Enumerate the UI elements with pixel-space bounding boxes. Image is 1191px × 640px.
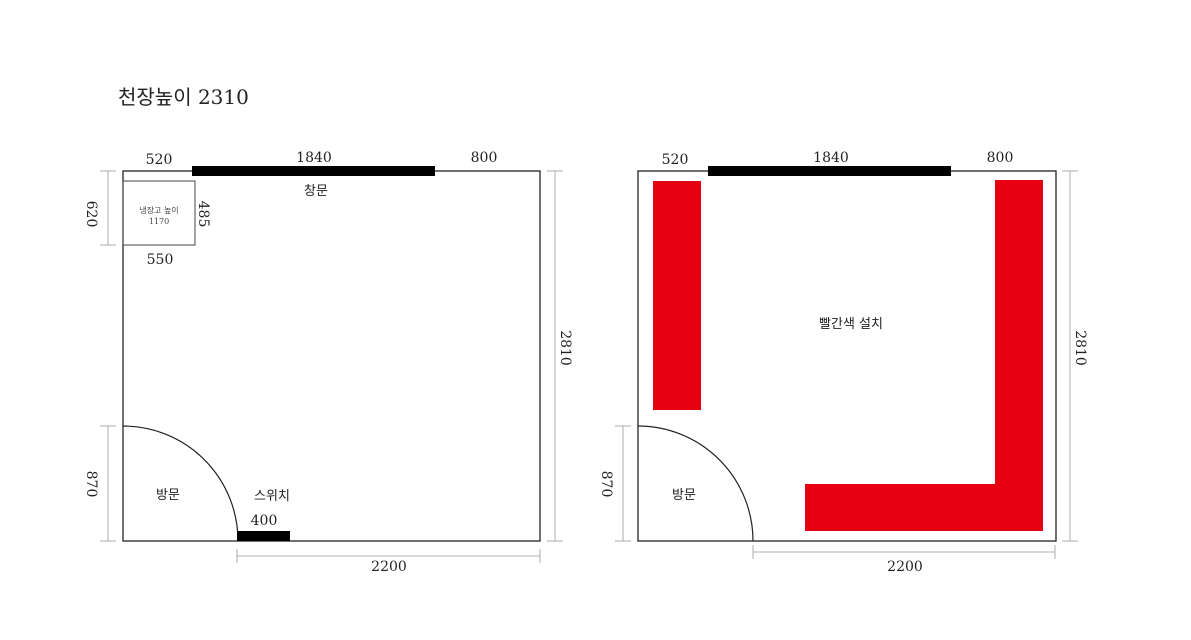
- fridge-label: 냉장고 높이: [139, 205, 178, 215]
- window-label: 창문: [304, 184, 328, 199]
- install-area-right-vertical: [995, 180, 1043, 531]
- dim-right: 2810: [557, 330, 573, 366]
- right-plan: 520 1840 800 빨간색 설치 방문 870 2810 2200: [598, 150, 1088, 575]
- left-plan: 520 1840 800 창문 냉장고 높이 1170 485 550 620 …: [83, 150, 573, 575]
- dim-window: 1840: [813, 150, 849, 166]
- door-swing-arc: [122, 425, 239, 542]
- door-swing-arc: [637, 425, 754, 542]
- window: [708, 166, 951, 176]
- window: [192, 166, 435, 176]
- fridge-height: 1170: [149, 217, 169, 226]
- dim-top-left: 520: [146, 152, 173, 168]
- room-wall: [122, 170, 541, 542]
- dim-fridge-width: 550: [147, 252, 174, 268]
- switch: [237, 531, 290, 541]
- dim-top-right: 800: [471, 150, 498, 166]
- dim-door: 870: [83, 471, 99, 498]
- switch-label: 스위치: [254, 489, 290, 504]
- dim-line-bottom: [236, 549, 541, 563]
- dim-window: 1840: [296, 150, 332, 166]
- dim-line-fridge-depth: [100, 170, 116, 246]
- dim-line-right: [1062, 170, 1078, 542]
- ceiling-height-title: 천장높이 2310: [118, 85, 249, 109]
- fridge: [122, 180, 196, 246]
- door-label: 방문: [672, 488, 696, 503]
- install-label: 빨간색 설치: [819, 317, 883, 332]
- dim-line-bottom: [752, 545, 1056, 559]
- install-area-left: [653, 181, 701, 410]
- dim-door: 870: [598, 471, 614, 498]
- dim-bottom: 2200: [371, 559, 407, 575]
- dim-line-door: [100, 425, 116, 542]
- dim-top-right: 800: [987, 150, 1014, 166]
- door-label: 방문: [156, 488, 180, 503]
- dim-switch: 400: [251, 513, 278, 529]
- install-area-bottom-horizontal: [805, 484, 1043, 531]
- dim-bottom: 2200: [887, 559, 923, 575]
- dim-line-right: [547, 170, 563, 542]
- dim-top-left: 520: [662, 152, 689, 168]
- dim-right: 2810: [1072, 330, 1088, 366]
- dim-line-door: [615, 425, 631, 542]
- dim-fridge-depth: 620: [83, 201, 99, 228]
- dim-fridge-side: 485: [195, 201, 211, 228]
